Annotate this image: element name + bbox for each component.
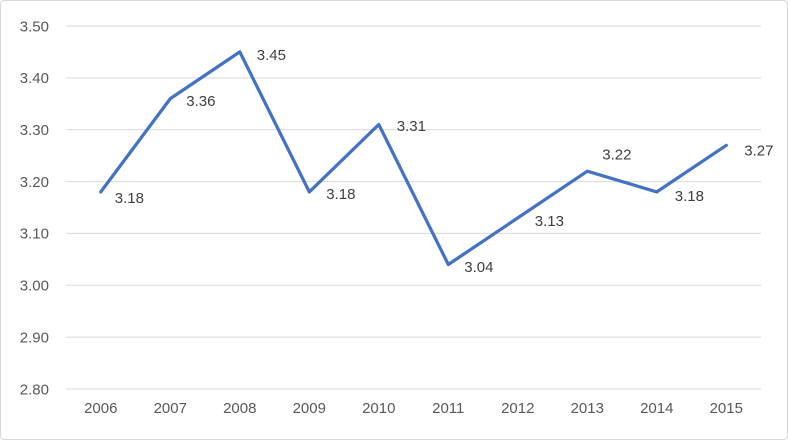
data-label: 3.27 [744, 143, 773, 160]
data-label: 3.13 [535, 213, 564, 230]
data-label: 3.22 [602, 146, 631, 163]
data-label: 3.36 [186, 93, 215, 110]
y-tick-label: 3.20 [20, 174, 49, 191]
x-tick-label: 2013 [571, 400, 604, 417]
y-tick-label: 3.30 [20, 122, 49, 139]
data-label: 3.04 [464, 259, 493, 276]
y-tick-label: 3.50 [20, 18, 49, 35]
x-tick-label: 2015 [710, 400, 743, 417]
data-label: 3.18 [326, 186, 355, 203]
data-label: 3.31 [397, 118, 426, 135]
data-labels: 3.18 3.36 3.45 3.18 3.31 3.04 3.13 3.22 3.18 3.27 [115, 47, 774, 276]
y-tick-label: 2.90 [20, 329, 49, 346]
y-axis-labels: 3.50 3.40 3.30 3.20 3.10 3.00 2.90 2.80 [20, 18, 49, 398]
data-label: 3.18 [115, 190, 144, 207]
y-tick-label: 3.00 [20, 278, 49, 295]
series-line-group [99, 50, 728, 267]
x-tick-label: 2012 [501, 400, 534, 417]
x-tick-label: 2010 [362, 400, 395, 417]
series-line [99, 50, 728, 267]
y-tick-label: 3.40 [20, 70, 49, 87]
x-tick-label: 2009 [293, 400, 326, 417]
x-tick-label: 2008 [223, 400, 256, 417]
data-label: 3.18 [675, 188, 704, 205]
x-tick-label: 2011 [432, 400, 464, 417]
x-tick-label: 2007 [154, 400, 187, 417]
x-axis-labels: 2006 2007 2008 2009 2010 2011 2012 2013 2014 2015 [84, 400, 743, 417]
gridlines [66, 25, 761, 390]
x-tick-label: 2006 [84, 400, 117, 417]
data-label: 3.45 [257, 47, 286, 64]
x-tick-label: 2014 [640, 400, 673, 417]
y-tick-label: 2.80 [20, 381, 49, 398]
y-tick-label: 3.10 [20, 226, 49, 243]
